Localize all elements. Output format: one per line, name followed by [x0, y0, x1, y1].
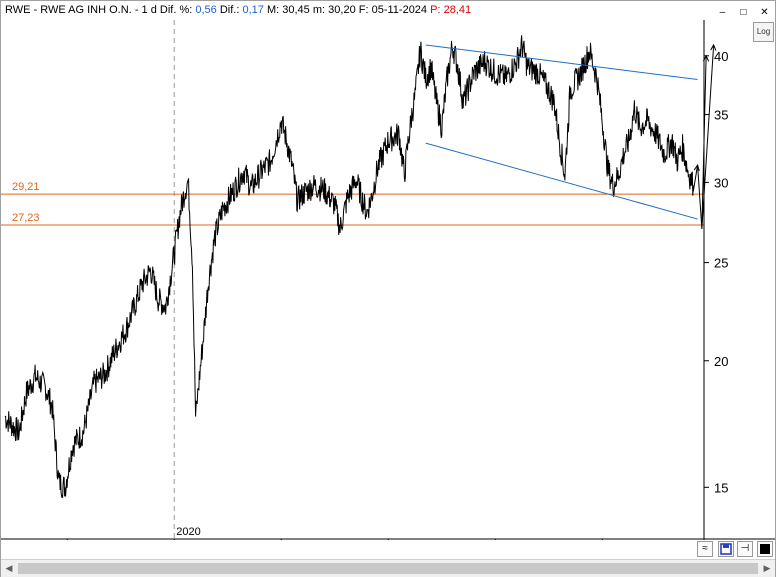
- price-series: [4, 35, 694, 499]
- price-label: P:: [430, 4, 441, 16]
- price-value: 28,41: [443, 4, 472, 16]
- projection-line: [692, 165, 699, 192]
- title-text: RWE - RWE AG INH O.N. - 1 d Dif. %: 0,56…: [5, 1, 471, 20]
- price-chart[interactable]: 29,21 27,23 15 20 25 30 35 40 2019202020212022…: [1, 20, 775, 540]
- x-axis: 2019202020212022202320242020: [1, 526, 775, 540]
- date-label: F:: [358, 4, 369, 16]
- y-axis: 15 20 25 30 35 40: [703, 20, 728, 540]
- date-value: 05-11-2024: [371, 4, 428, 16]
- title-bar: RWE - RWE AG INH O.N. - 1 d Dif. %: 0,56…: [1, 1, 775, 20]
- y-tick-label: 30: [714, 175, 728, 190]
- dif-label: Dif.:: [219, 4, 240, 16]
- dif-value: 0,17: [242, 4, 264, 16]
- title-symbol: RWE: [5, 4, 31, 16]
- max-value: 30,45: [282, 4, 310, 16]
- scroll-left-icon[interactable]: ◀: [5, 563, 13, 573]
- log-scale-button[interactable]: Log: [753, 22, 774, 42]
- plot-background: [1, 20, 775, 540]
- minimize-button[interactable]: –: [719, 7, 726, 18]
- dif-pct-value: 0,56: [195, 4, 217, 16]
- square-icon[interactable]: [757, 541, 773, 557]
- projection-arrowhead: [710, 43, 717, 51]
- title-period: 1 d: [141, 4, 157, 16]
- title-separator: -: [33, 4, 38, 16]
- support-levels: 29,21 27,23: [1, 181, 704, 226]
- scroll-thumb[interactable]: [18, 563, 758, 574]
- channel-line: [425, 44, 698, 81]
- restore-button[interactable]: □: [740, 7, 747, 18]
- max-label: M:: [266, 4, 280, 16]
- y-tick-label: 40: [714, 49, 728, 64]
- min-label: m:: [312, 4, 326, 16]
- y-tick-label: 35: [714, 108, 728, 123]
- window-buttons: – □ ✕: [713, 3, 773, 22]
- title-separator-2: -: [134, 4, 139, 16]
- y-tick-label: 20: [714, 354, 728, 369]
- min-value: 30,20: [328, 4, 356, 16]
- support-level-label: 29,21: [12, 181, 40, 193]
- y-tick-label: 25: [714, 256, 728, 271]
- channel-line: [425, 142, 698, 220]
- projection-line: [697, 165, 703, 229]
- price-line: [4, 35, 694, 499]
- support-level-label: 27,23: [12, 212, 40, 224]
- close-button[interactable]: ✕: [760, 7, 769, 18]
- dif-pct-label: Dif. %:: [159, 4, 193, 16]
- save-icon[interactable]: [718, 541, 734, 557]
- scroll-right-icon[interactable]: ▶: [763, 563, 771, 573]
- year-marker-label: 2020: [176, 526, 200, 538]
- y-tick-label: 15: [714, 480, 728, 495]
- trend-channel: [425, 44, 698, 220]
- wave-icon[interactable]: ≈: [697, 541, 713, 557]
- horizontal-scrollbar[interactable]: ◀ ▶: [1, 559, 775, 577]
- pin-icon[interactable]: ⊣: [737, 541, 753, 557]
- title-name: RWE AG INH O.N.: [40, 4, 132, 16]
